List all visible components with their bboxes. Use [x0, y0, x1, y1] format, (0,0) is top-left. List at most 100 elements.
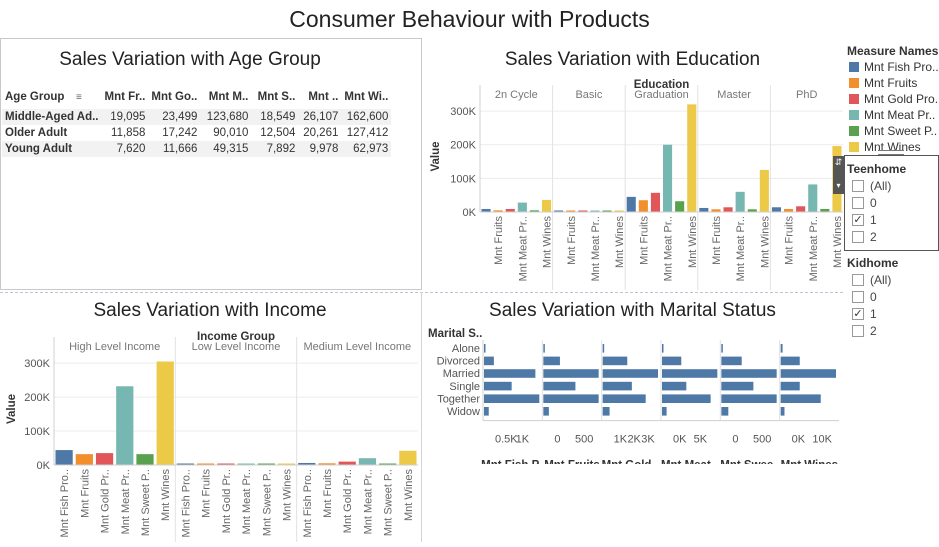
checkbox[interactable] [852, 274, 864, 286]
education-chart: Education Value 0K 100K 200K 300K 2n Cycle Mnt … [430, 79, 843, 290]
legend-label: Mnt Gold Pro.. [864, 92, 939, 106]
table-cell: 12,504 [260, 127, 296, 139]
bar [505, 208, 515, 212]
group-label: Low Level Income [192, 341, 281, 353]
x-tick-label: Mnt Wines [403, 469, 415, 521]
table-row[interactable]: Older Adult 11,858 17,242 90,010 12,504 … [2, 125, 391, 141]
bar [721, 356, 742, 366]
filter-toolbar [833, 156, 844, 194]
column-header[interactable]: Mnt Fr.. [104, 91, 146, 103]
table-row[interactable]: Young Adult 7,620 11,666 49,315 7,892 9,… [2, 141, 392, 157]
bar [663, 144, 673, 212]
checkbox[interactable] [852, 325, 864, 337]
bar [721, 369, 777, 378]
option-label: (All) [870, 179, 892, 193]
table-cell: 49,315 [200, 141, 252, 157]
x-tick-label: Mnt Fish Pro.. [180, 469, 192, 537]
bar [517, 202, 527, 212]
bar [626, 196, 636, 212]
y-tick-label: 200K [24, 392, 50, 404]
table-cell: 11,858 [111, 127, 146, 139]
column-header[interactable]: Mnt Go.. [151, 91, 198, 103]
pin-icon[interactable]: ⇵ [834, 157, 843, 167]
sort-icon[interactable]: ≡ [76, 92, 82, 103]
panel-axis-title: Mnt Meat .. [661, 460, 720, 464]
y-tick-label: 300K [450, 106, 476, 118]
table-row[interactable]: Middle-Aged Ad.. 19,095 23,499 123,680 1… [2, 109, 392, 125]
table-cell: 17,242 [162, 127, 198, 139]
x-tick-label: Mnt Fruits [711, 216, 723, 265]
bar [481, 208, 491, 212]
option-label: (All) [870, 273, 892, 287]
column-header[interactable]: Age Group [5, 91, 65, 103]
income-panel-title: Sales Variation with Income [93, 300, 327, 321]
table-cell: 9,978 [298, 141, 342, 157]
marital-chart: Marital S.. AloneDivorcedMarriedSingleTog… [428, 328, 839, 464]
bar [602, 356, 628, 366]
y-axis-label: Value [430, 141, 442, 171]
bar [484, 356, 494, 366]
checkbox[interactable] [852, 180, 864, 192]
bar [217, 463, 235, 465]
x-tick-label: 1K [614, 434, 628, 446]
filter-grip-icon[interactable] [878, 150, 904, 155]
filter-drop-icon[interactable]: ▾ [836, 181, 841, 190]
bar [721, 394, 777, 403]
bar [780, 344, 783, 353]
bar [484, 344, 486, 353]
bar [484, 407, 489, 416]
row-field-label: Marital S.. [428, 328, 482, 340]
option-label: 2 [870, 324, 877, 338]
x-tick-label: Mnt Meat Pr.. [241, 469, 253, 534]
y-axis-label: Value [6, 394, 18, 424]
checkbox-checked[interactable]: ✓ [852, 308, 864, 320]
bar [543, 356, 560, 366]
x-tick-label: 0.5K [495, 434, 518, 446]
x-tick-label: Mnt Fruits [493, 216, 505, 265]
x-tick-label: Mnt Wines [160, 469, 172, 521]
education-panel-title: Sales Variation with Education [504, 49, 761, 70]
x-tick-label: Mnt Gold Pr.. [221, 469, 233, 533]
column-header[interactable]: Mnt .. [308, 91, 339, 103]
row-label: Single [449, 381, 480, 393]
legend-swatch [849, 142, 859, 152]
bar [338, 461, 356, 465]
group-label: Medium Level Income [304, 341, 412, 353]
bar [675, 201, 685, 212]
bar [808, 184, 818, 212]
bar [699, 207, 709, 212]
checkbox[interactable] [852, 231, 864, 243]
table-cell: 90,010 [213, 127, 249, 139]
checkbox-checked[interactable]: ✓ [852, 214, 864, 226]
bar [543, 407, 549, 416]
bar [602, 394, 646, 403]
column-header[interactable]: Mnt S.. [257, 91, 296, 103]
column-header[interactable]: Mnt M.. [208, 91, 249, 103]
bar [95, 453, 114, 465]
x-tick-label: Mnt Sweet P.. [383, 469, 395, 536]
checkbox[interactable] [852, 197, 864, 209]
bar [602, 344, 605, 353]
bar [602, 210, 612, 212]
panel-axis-title: Mnt Swee.. [720, 460, 779, 464]
panel-axis-title: Mnt Fruits [544, 460, 600, 464]
bar [820, 208, 830, 212]
group-label: PhD [796, 89, 817, 101]
dashboard-title: Consumer Behaviour with Products [289, 6, 650, 32]
table-cell: Middle-Aged Ad.. [2, 109, 102, 125]
table-cell: 162,600 [341, 109, 392, 125]
column-header[interactable]: Mnt Wi.. [344, 91, 389, 103]
x-tick-label: 0K [673, 434, 687, 446]
table-cell: Older Adult [5, 127, 68, 139]
bar [711, 209, 721, 212]
teenhome-filter-title: Teenhome [847, 162, 907, 176]
bar [484, 369, 536, 378]
x-tick-label: Mnt Gold Pr.. [342, 469, 354, 533]
bar [493, 210, 503, 212]
bar [237, 463, 255, 465]
bar [318, 463, 336, 465]
x-tick-label: Mnt Wines [542, 216, 554, 268]
bar [542, 199, 552, 212]
table-cell: 23,499 [148, 109, 201, 125]
checkbox[interactable] [852, 291, 864, 303]
